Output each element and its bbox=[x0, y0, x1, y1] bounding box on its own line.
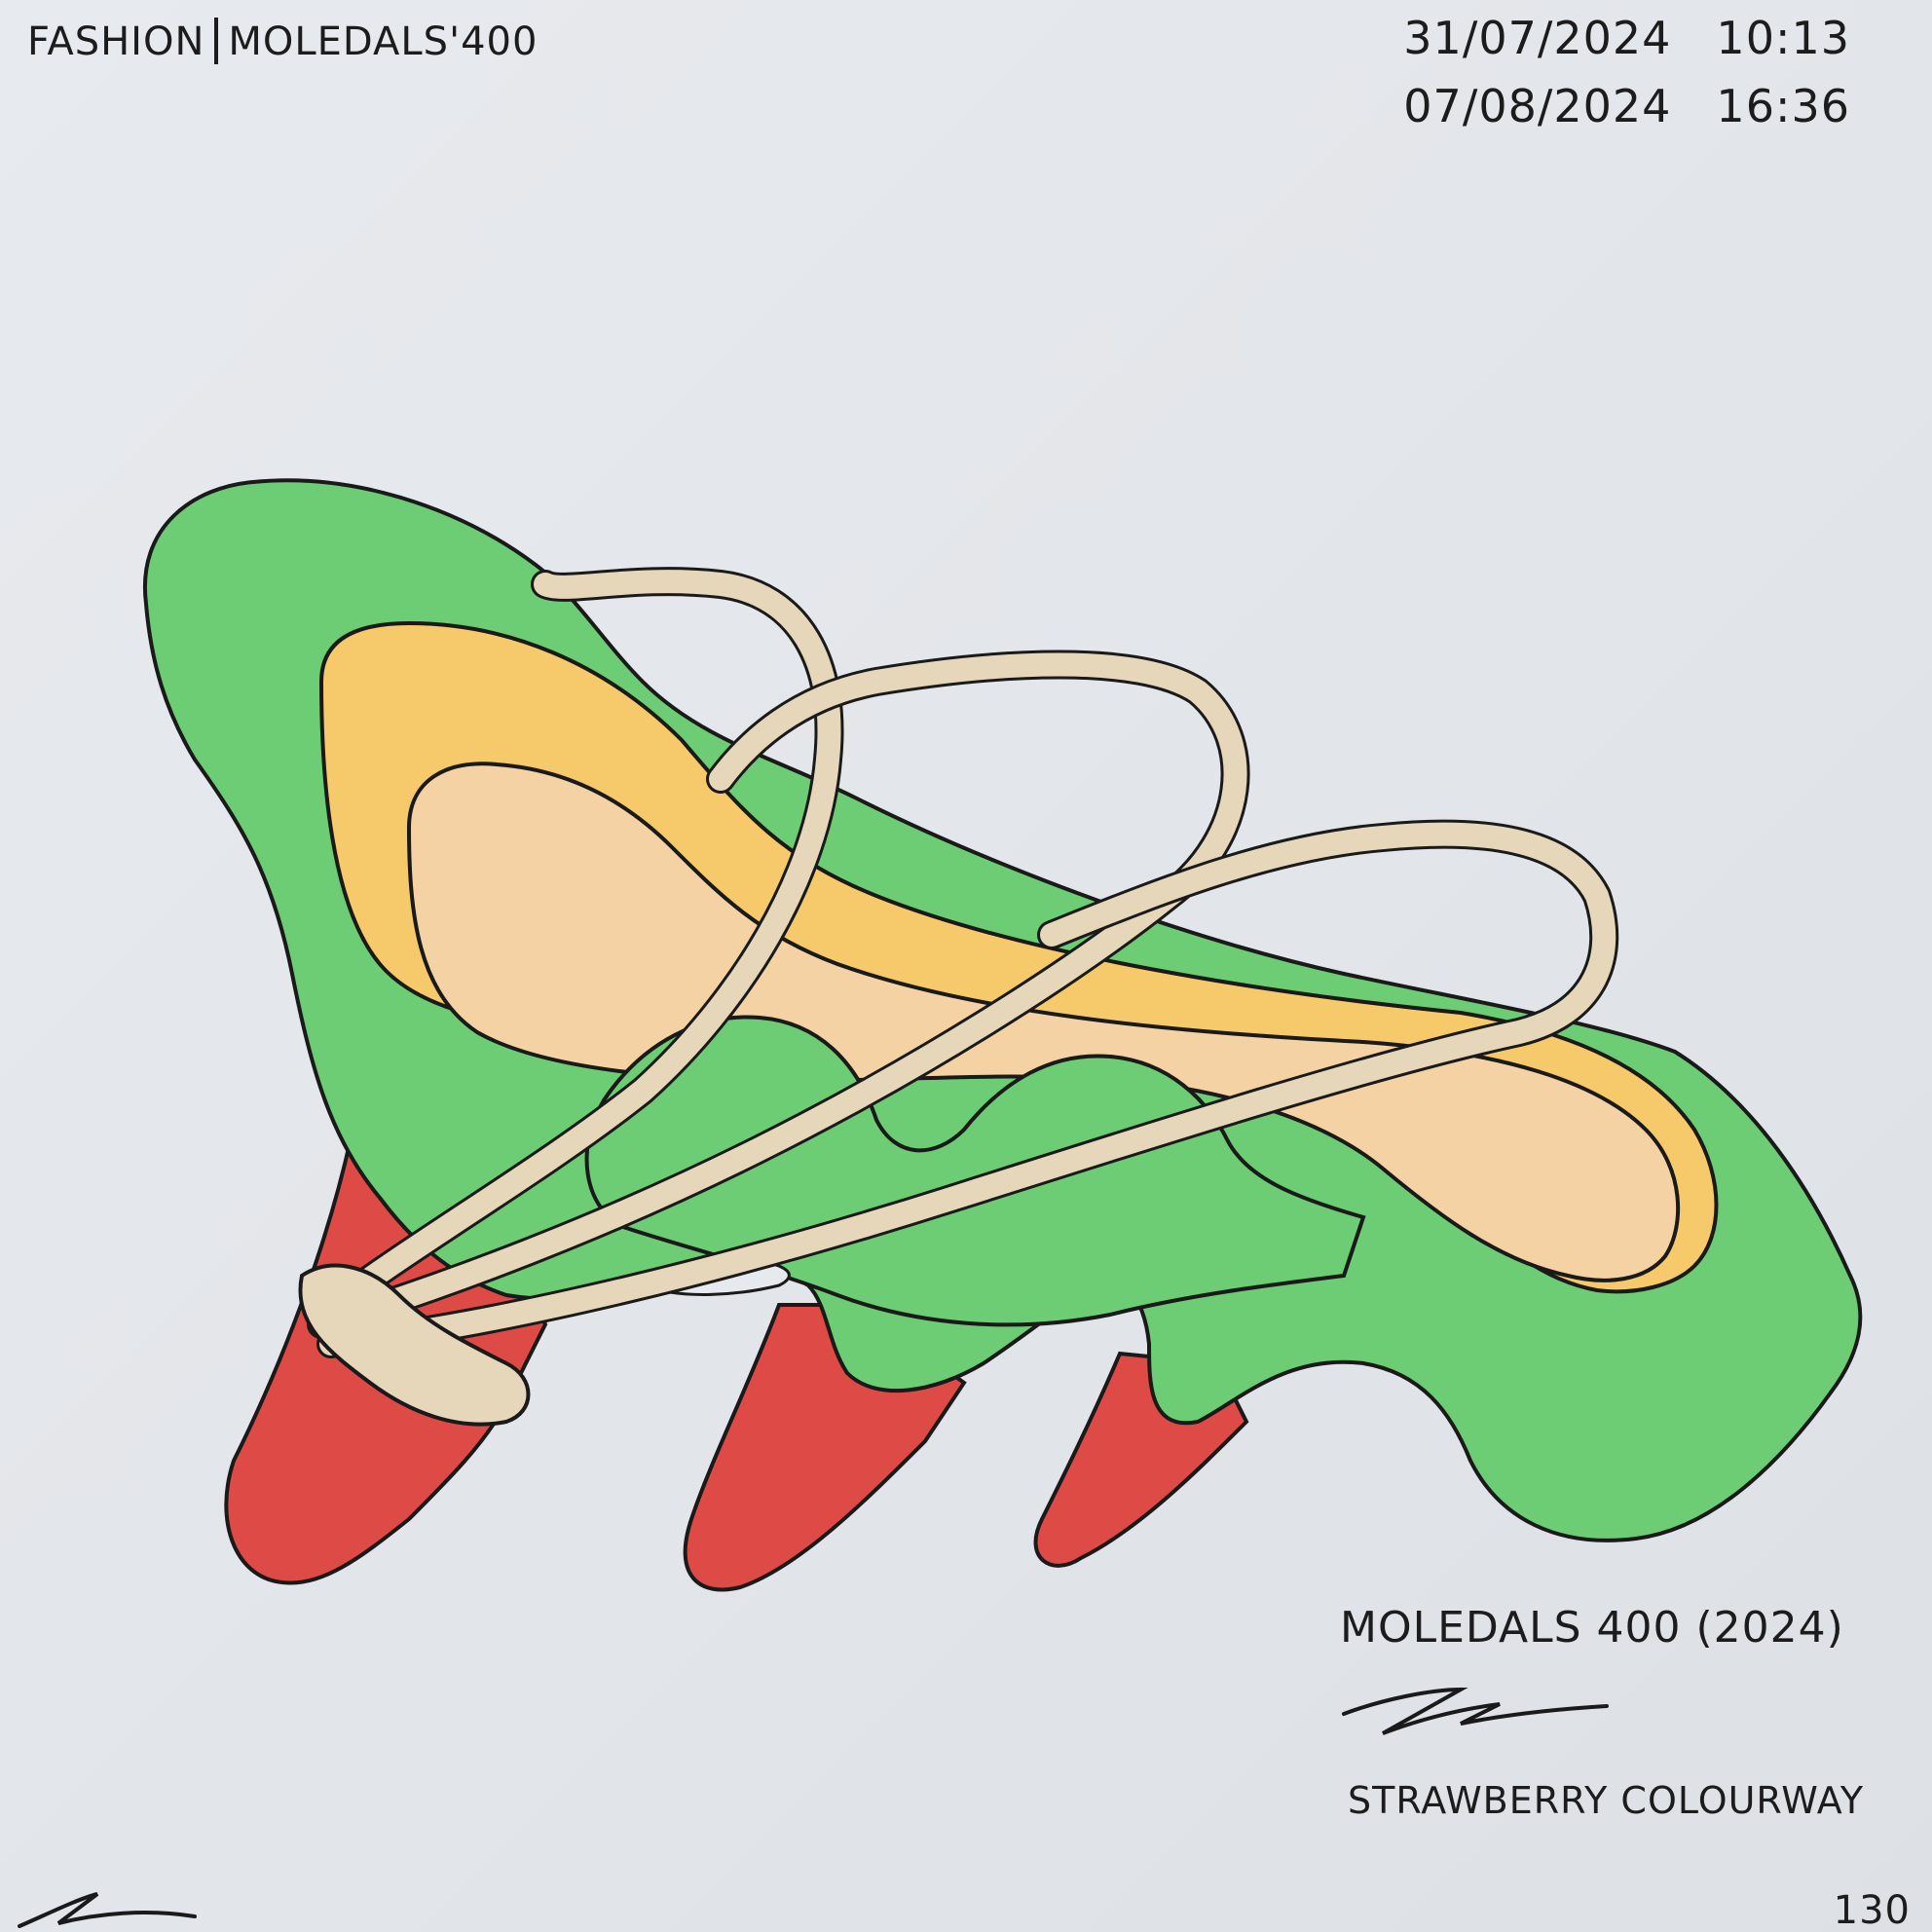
strap-knot bbox=[298, 1263, 531, 1427]
header-project: MOLEDALS'400 bbox=[228, 19, 539, 64]
strap-loop-1-fill bbox=[310, 570, 841, 1326]
timestamp-end-time: 16:36 bbox=[1716, 80, 1850, 132]
strap-loop-3-fill bbox=[319, 822, 1616, 1356]
corner-signature bbox=[18, 1892, 197, 1928]
page-header: FASHION MOLEDALS'400 bbox=[27, 18, 538, 64]
timestamp-start: 31/07/2024 10:13 bbox=[1403, 16, 1850, 60]
caption-signature bbox=[1342, 1687, 1609, 1735]
strap-loops bbox=[307, 567, 1619, 1358]
caption-colourway: STRAWBERRY COLOURWAY bbox=[1348, 1779, 1865, 1822]
caption-title: MOLEDALS 400 (2024) bbox=[1340, 1603, 1844, 1653]
timestamp-end: 07/08/2024 16:36 bbox=[1403, 84, 1850, 129]
page-number: 130 bbox=[1833, 1888, 1911, 1932]
timestamp-end-date: 07/08/2024 bbox=[1403, 80, 1672, 132]
header-divider bbox=[214, 18, 219, 64]
timestamp-start-date: 31/07/2024 bbox=[1403, 12, 1672, 64]
header-category: FASHION bbox=[27, 19, 205, 64]
timestamp-start-time: 10:13 bbox=[1716, 12, 1850, 64]
